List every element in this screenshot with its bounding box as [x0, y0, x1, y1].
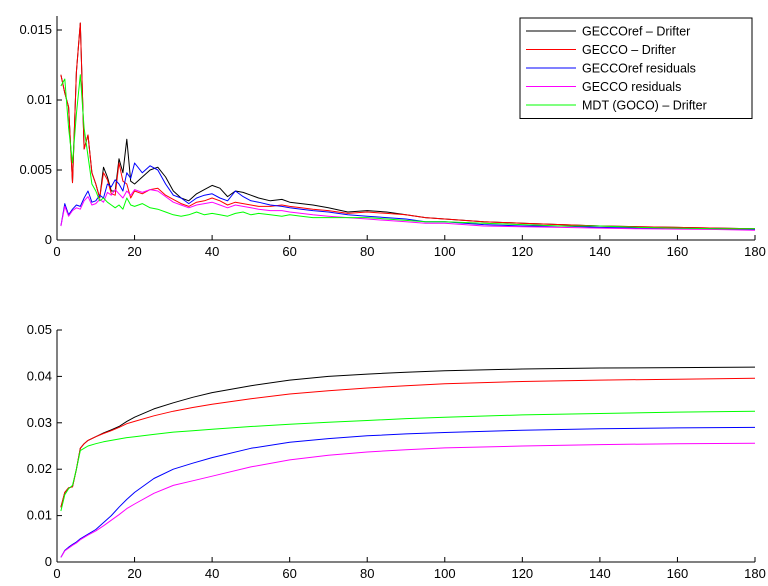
legend-label: GECCOref residuals: [582, 62, 696, 76]
y-tick-label: 0.03: [27, 415, 52, 430]
x-tick-label: 0: [53, 566, 60, 581]
x-tick-label: 40: [205, 566, 219, 581]
x-tick-label: 160: [667, 244, 689, 259]
legend-label: MDT (GOCO) – Drifter: [582, 99, 707, 113]
x-tick-label: 160: [667, 566, 689, 581]
series-line-2: [60, 22, 756, 230]
x-tick-label: 180: [744, 566, 766, 581]
x-tick-label: 80: [360, 244, 374, 259]
legend-label: GECCO – Drifter: [582, 43, 676, 57]
y-tick-label: 0.04: [27, 368, 52, 383]
series-line-2: [60, 377, 756, 508]
x-tick-label: 40: [205, 244, 219, 259]
y-tick-label: 0.015: [19, 22, 52, 37]
chart-2: 0 20 40 60 80 100 120 140 160 180 0 0.01 0.02 0.03 0.0…: [27, 322, 766, 581]
x-tick-label: 140: [589, 244, 611, 259]
chart-1: 0 20 40 60 80 100 120 140 160 180 0 0.005 0.01 0.015 G…: [19, 16, 766, 259]
x-tick-label: 20: [127, 244, 141, 259]
series-line-4: [60, 189, 756, 231]
x-tick-label: 140: [589, 566, 611, 581]
x-tick-label: 180: [744, 244, 766, 259]
y-tick-label: 0.02: [27, 461, 52, 476]
legend-label: GECCOref – Drifter: [582, 25, 690, 39]
y-tick-label: 0: [45, 554, 52, 569]
legend-label: GECCO residuals: [582, 80, 681, 94]
y-tick-label: 0.01: [27, 92, 52, 107]
x-tick-label: 20: [127, 566, 141, 581]
y-tick-label: 0.005: [19, 162, 52, 177]
series-line-1: [60, 366, 756, 508]
x-tick-label: 80: [360, 566, 374, 581]
x-tick-label: 60: [282, 566, 296, 581]
series-line-3: [60, 410, 756, 512]
x-tick-label: 120: [511, 244, 533, 259]
x-tick-label: 120: [511, 566, 533, 581]
series-line-5: [60, 442, 756, 558]
x-tick-label: 0: [53, 244, 60, 259]
x-tick-label: 100: [434, 244, 456, 259]
x-tick-label: 100: [434, 566, 456, 581]
x-tick-label: 60: [282, 244, 296, 259]
y-tick-label: 0.05: [27, 322, 52, 337]
y-tick-label: 0.01: [27, 508, 52, 523]
series-line-4: [60, 426, 756, 558]
legend: GECCOref – Drifter GECCO – Drifter GECCOre…: [519, 17, 753, 119]
series-line-5: [60, 74, 755, 230]
y-tick-label: 0: [45, 232, 52, 247]
